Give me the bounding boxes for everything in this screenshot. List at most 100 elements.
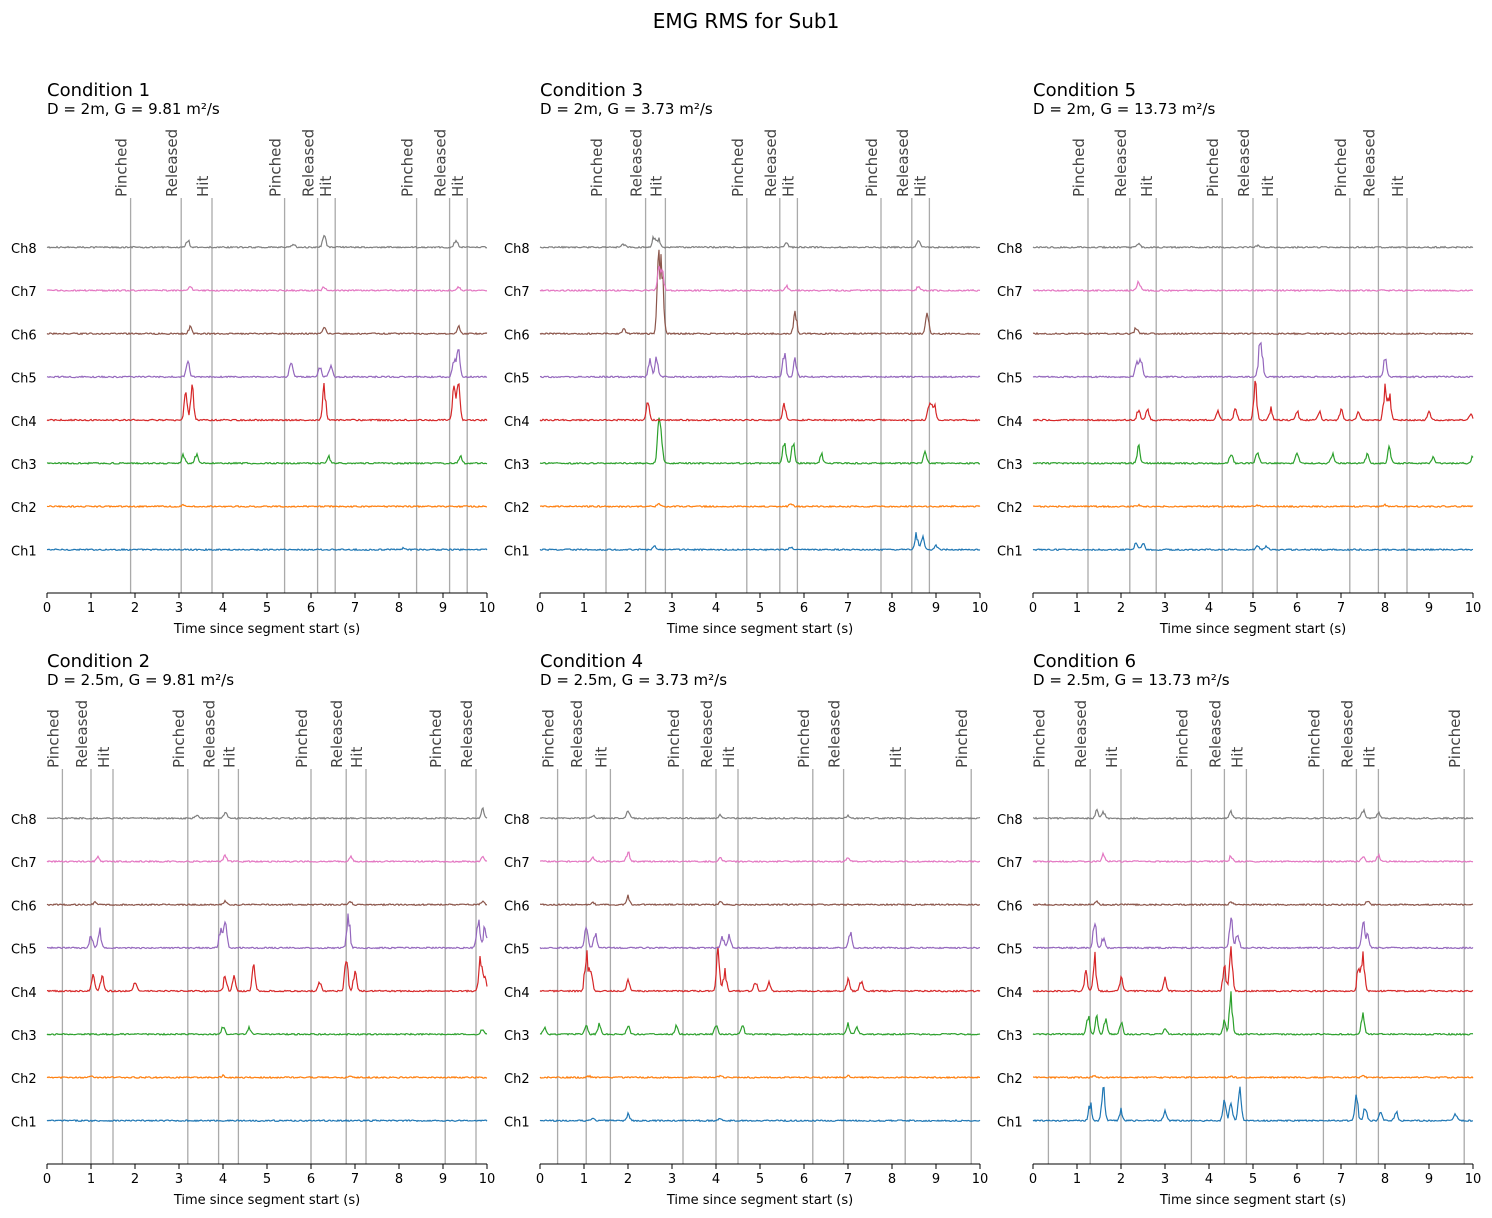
x-tick-label: 6 [1293,601,1301,616]
event-label: Hit [720,747,738,768]
event-label: Hit [647,176,665,197]
trace-ch8 [46,806,488,820]
channel-label: Ch6 [997,328,1023,343]
channel-label: Ch4 [504,986,530,1001]
x-tick-label: 3 [668,1172,676,1187]
trace-ch1 [46,546,488,552]
x-tick-label: 8 [395,1172,403,1187]
x-tick-label: 8 [888,601,896,616]
trace-ch7 [46,853,488,864]
channel-label: Ch4 [997,415,1023,430]
chart-panel-6: Condition 6D = 2.5m, G = 13.73 m²/s Pinch… [997,651,1481,1208]
channel-label: Ch2 [997,501,1023,516]
trace-ch2 [539,502,981,509]
channel-label: Ch3 [504,458,530,473]
x-tick-label: 2 [131,1172,139,1187]
panel-title: Condition 5 [1033,80,1136,101]
x-tick-label: 8 [888,1172,896,1187]
channel-label: Ch5 [504,372,530,387]
x-tick-label: 0 [43,1172,51,1187]
x-tick-label: 4 [712,601,720,616]
x-tick-label: 0 [536,1172,544,1187]
event-label: Pinched [1070,138,1088,197]
event-label: Released [1072,700,1090,768]
x-tick-label: 7 [351,1172,359,1187]
x-tick-label: 1 [1073,601,1081,616]
trace-ch4 [1032,380,1474,422]
event-label: Released [1360,129,1378,197]
event-label: Hit [220,747,238,768]
event-label: Pinched [863,138,881,197]
channel-label: Ch8 [11,813,37,828]
channel-label: Ch8 [504,242,530,257]
x-axis-label: Time since segment start (s) [173,1193,360,1208]
x-tick-label: 4 [712,1172,720,1187]
x-tick-label: 5 [1249,1172,1257,1187]
trace-ch5 [1032,917,1474,950]
event-label: Pinched [427,709,445,768]
chart-panel-5: Condition 4D = 2.5m, G = 3.73 m²/s Pinche… [504,651,988,1208]
channel-label: Ch1 [11,1115,37,1130]
event-label: Hit [1138,176,1156,197]
trace-ch7 [539,851,981,864]
x-tick-label: 9 [1425,1172,1433,1187]
x-tick-label: 2 [131,601,139,616]
channel-label: Ch8 [504,813,530,828]
event-label: Pinched [1030,709,1048,768]
event-label: Released [826,700,844,768]
event-label: Pinched [540,709,558,768]
x-tick-label: 3 [1161,1172,1169,1187]
trace-ch6 [1032,326,1474,336]
event-label: Released [762,129,780,197]
event-label: Hit [317,176,335,197]
channel-label: Ch5 [997,943,1023,958]
channel-label: Ch5 [11,943,37,958]
event-label: Hit [887,747,905,768]
x-tick-label: 10 [479,1172,496,1187]
trace-ch4 [46,382,488,422]
channel-label: Ch2 [11,1072,37,1087]
channel-label: Ch5 [11,372,37,387]
panel-subtitle: D = 2m, G = 9.81 m²/s [47,100,220,118]
channel-label: Ch8 [11,242,37,257]
trace-ch6 [539,249,981,336]
trace-ch8 [46,234,488,249]
event-label: Hit [1389,176,1407,197]
x-tick-label: 1 [580,1172,588,1187]
trace-ch1 [539,1111,981,1123]
trace-ch3 [539,1022,981,1036]
x-tick-label: 4 [1205,601,1213,616]
event-label: Released [432,129,450,197]
trace-ch2 [539,1074,981,1080]
trace-ch3 [1032,991,1474,1036]
x-tick-label: 9 [932,1172,940,1187]
event-label: Pinched [588,138,606,197]
channel-label: Ch2 [11,501,37,516]
x-tick-label: 3 [1161,601,1169,616]
event-label: Released [163,129,181,197]
event-label: Pinched [44,709,62,768]
x-axis-label: Time since segment start (s) [666,622,853,637]
channel-label: Ch7 [504,856,530,871]
panel-subtitle: D = 2.5m, G = 3.73 m²/s [540,671,727,689]
event-label: Hit [1103,747,1121,768]
x-tick-label: 7 [844,1172,852,1187]
x-tick-label: 5 [756,601,764,616]
channel-label: Ch5 [997,372,1023,387]
trace-ch4 [1032,946,1474,993]
x-tick-label: 3 [668,601,676,616]
x-tick-label: 0 [536,601,544,616]
trace-ch3 [539,417,981,465]
channel-label: Ch8 [997,242,1023,257]
x-axis-label: Time since segment start (s) [1159,622,1346,637]
channel-label: Ch6 [504,328,530,343]
chart-panel-4: Condition 2D = 2.5m, G = 9.81 m²/s Pinche… [11,651,495,1208]
x-tick-label: 10 [972,601,989,616]
panel-title: Condition 6 [1033,651,1136,672]
chart-panel-3: Condition 5D = 2m, G = 13.73 m²/s Pinched… [997,80,1481,637]
event-label: Hit [1228,747,1246,768]
channel-label: Ch1 [504,544,530,559]
trace-ch5 [539,926,981,950]
panel-title: Condition 4 [540,651,643,672]
